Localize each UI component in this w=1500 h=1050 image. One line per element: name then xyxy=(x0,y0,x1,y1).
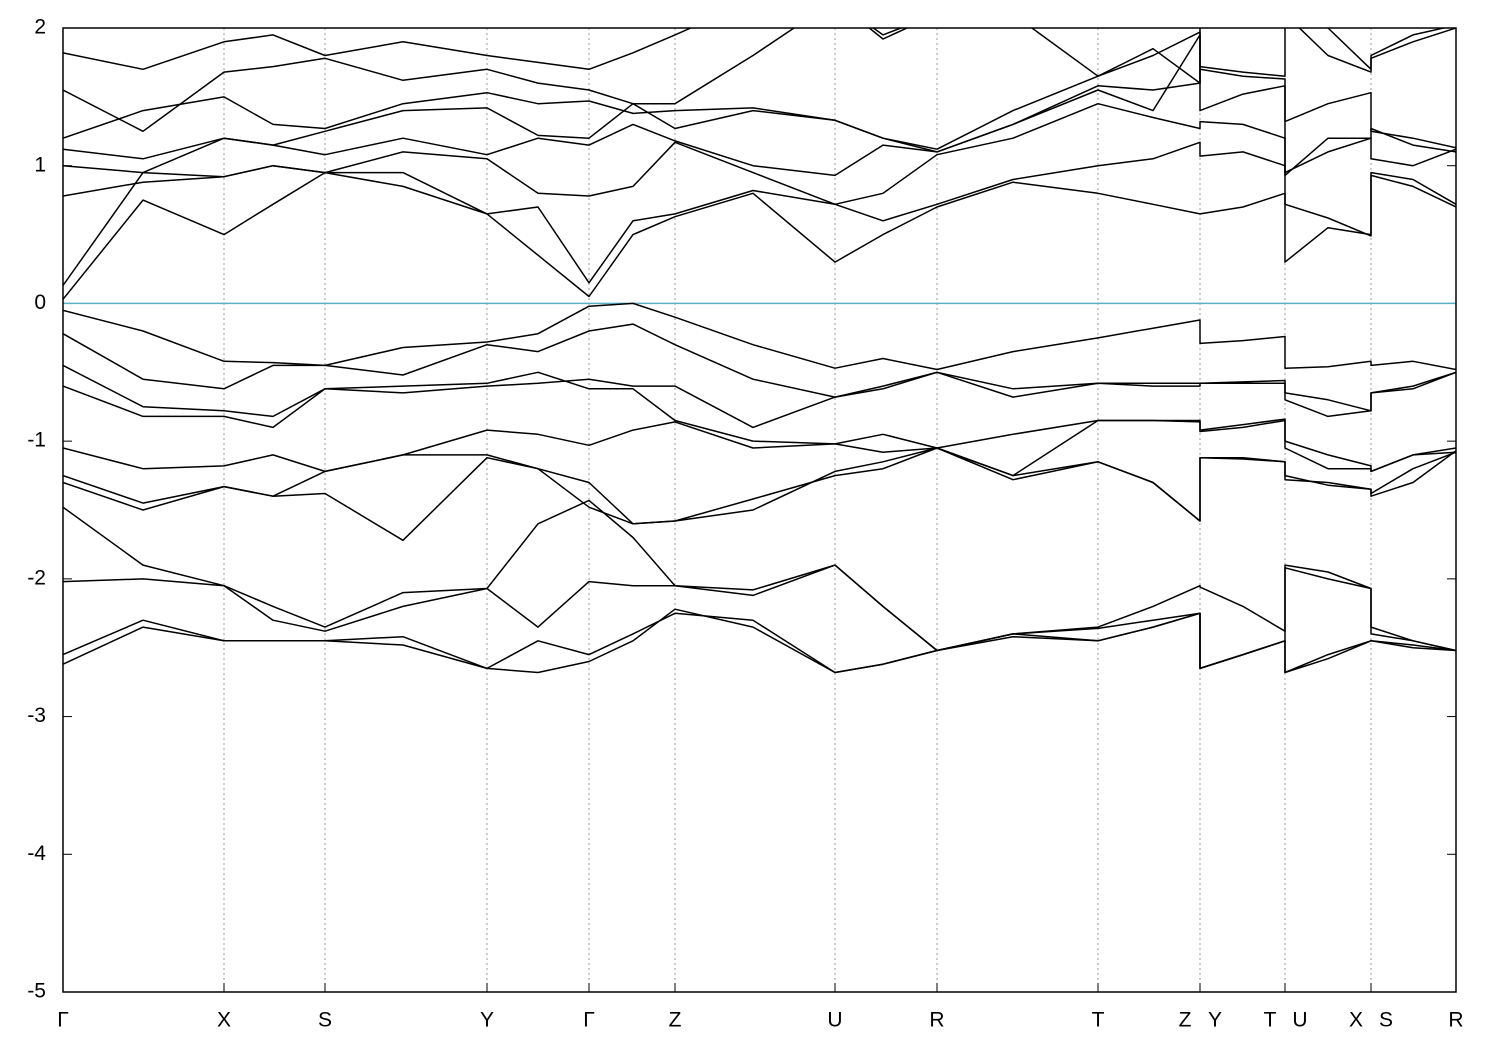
y-tick-label: -5 xyxy=(27,980,46,1003)
x-tick-label: T xyxy=(1092,1009,1105,1032)
band-line xyxy=(63,323,1456,412)
band-line xyxy=(63,418,1456,542)
band-line xyxy=(63,364,1456,429)
band-line xyxy=(63,608,1456,674)
band-line xyxy=(63,302,1456,371)
band-line xyxy=(63,447,1456,525)
band-line xyxy=(63,564,1456,670)
band-line xyxy=(63,371,1456,473)
x-tick-label: Y xyxy=(1208,1009,1222,1032)
x-tick-label: S xyxy=(1379,1009,1393,1032)
y-tick-label: 0 xyxy=(34,291,46,314)
x-tick-label: X xyxy=(1349,1009,1363,1032)
y-tick-label: -4 xyxy=(27,842,46,865)
x-tick-label: U xyxy=(827,1009,842,1032)
y-tick-label: -1 xyxy=(27,429,46,452)
x-tick-label: X xyxy=(217,1009,231,1032)
band-line xyxy=(63,28,1447,133)
plot-area xyxy=(63,28,1456,674)
band-line xyxy=(63,141,1456,286)
band-line xyxy=(63,34,1456,177)
x-tick-label: T xyxy=(1264,1009,1277,1032)
x-tick-label: Γ xyxy=(583,1009,595,1032)
x-tick-label: Γ xyxy=(57,1009,69,1032)
x-tick-label: Z xyxy=(669,1009,682,1032)
x-tick-label: R xyxy=(929,1009,944,1032)
x-tick-label: R xyxy=(1448,1009,1463,1032)
y-tick-label: -3 xyxy=(27,704,46,727)
x-tick-label: U xyxy=(1292,1009,1307,1032)
y-tick-label: -2 xyxy=(27,566,46,589)
y-tick-label: 1 xyxy=(34,153,46,176)
y-tick-label: 2 xyxy=(34,16,46,39)
x-tick-label: Z xyxy=(1179,1009,1192,1032)
band-line xyxy=(63,68,1456,160)
band-line xyxy=(63,28,909,71)
x-tick-label: S xyxy=(318,1009,332,1032)
band-line xyxy=(63,28,1456,150)
x-tick-label: Y xyxy=(480,1009,494,1032)
band-line xyxy=(63,102,1456,206)
band-line xyxy=(63,171,1456,300)
plot-frame xyxy=(62,27,1457,993)
